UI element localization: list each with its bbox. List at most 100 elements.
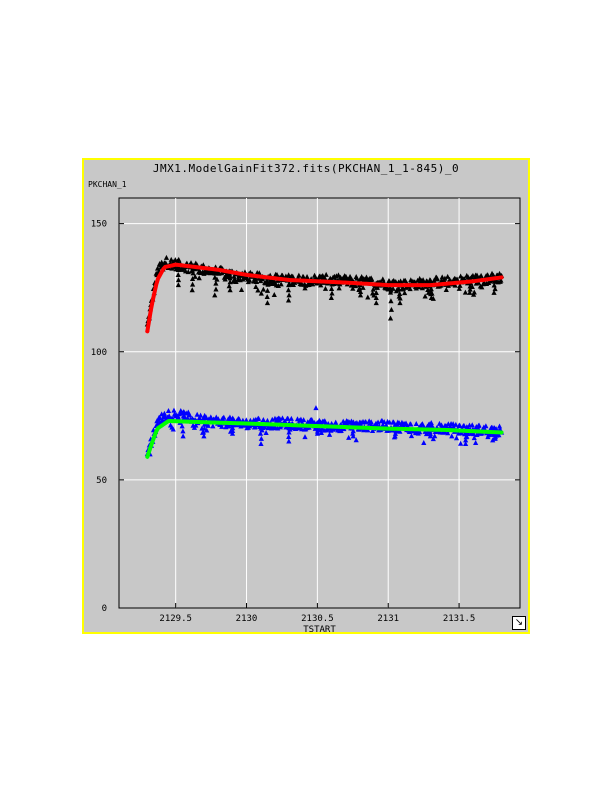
data-point [175, 282, 181, 288]
fit-point [148, 444, 153, 449]
data-point [350, 428, 356, 434]
fit-line [145, 262, 504, 334]
data-point [227, 271, 233, 277]
data-point [370, 286, 376, 292]
data-point [390, 285, 396, 291]
data-point [491, 289, 497, 295]
data-point [353, 437, 359, 443]
data-point [421, 440, 427, 446]
data-point [322, 418, 328, 424]
data-point [236, 417, 243, 423]
data-point [496, 423, 503, 429]
data-point [333, 419, 339, 425]
data-point [467, 289, 473, 295]
data-point [192, 273, 198, 279]
data-point [263, 429, 269, 435]
data-point [387, 315, 394, 321]
data-point [428, 419, 434, 425]
plot-window: 2129.5 2130 2130.5 2131 2131.5 0 50 100 150 TSTAR… [82, 158, 530, 634]
data-point [243, 417, 249, 423]
data-point [458, 273, 464, 279]
data-point [419, 285, 426, 291]
fit-point [149, 441, 154, 446]
data-point [322, 275, 328, 281]
data-point [496, 432, 502, 438]
data-point [467, 283, 473, 289]
data-point [201, 433, 207, 439]
y-tick-label: 0 [102, 604, 107, 614]
data-point [432, 433, 438, 439]
data-point [381, 419, 387, 425]
data-point [171, 407, 177, 413]
data-point [413, 420, 419, 426]
data-point [175, 272, 181, 278]
data-point [422, 293, 428, 299]
data-point [387, 419, 393, 425]
fit-line [145, 418, 504, 459]
data-point [285, 287, 292, 293]
data-point [479, 284, 485, 290]
data-point [434, 276, 441, 282]
data-point [470, 431, 477, 437]
data-point [185, 415, 191, 421]
data-point [179, 423, 185, 429]
data-point [456, 285, 462, 291]
data-point [212, 292, 218, 298]
data-point [318, 282, 324, 288]
data-point [442, 275, 448, 281]
data-point [407, 286, 413, 292]
fit-point [148, 308, 153, 313]
data-point [264, 287, 271, 293]
data-point [189, 275, 196, 281]
data-point [457, 282, 463, 288]
data-point [458, 440, 464, 446]
data-point [443, 286, 449, 292]
data-point [286, 424, 292, 430]
data-point [356, 285, 363, 291]
data-point [286, 282, 292, 288]
data-point [428, 294, 434, 300]
fit-point [147, 447, 152, 452]
data-point [427, 429, 433, 435]
data-point [258, 441, 264, 446]
data-point [161, 410, 168, 416]
data-point [462, 289, 469, 295]
y-tick-label: 100 [91, 348, 107, 358]
data-point [388, 298, 394, 304]
data-point [258, 290, 264, 296]
data-point [190, 270, 196, 276]
data-point [490, 437, 496, 443]
data-point [388, 306, 395, 312]
data-point [180, 428, 186, 434]
data-point [368, 419, 374, 425]
resize-diagonal-icon[interactable]: ↘ [512, 616, 526, 630]
data-point [188, 260, 194, 266]
data-point [175, 266, 181, 272]
data-point [219, 270, 225, 276]
data-point [393, 428, 399, 434]
data-point [476, 422, 482, 428]
data-point [408, 421, 414, 427]
data-point [371, 292, 377, 298]
axes: 2129.5 2130 2130.5 2131 2131.5 0 50 100 150 TSTAR… [91, 220, 520, 632]
data-point [227, 279, 233, 285]
data-point [428, 291, 434, 297]
fit-point [151, 297, 156, 302]
data-point [397, 428, 403, 434]
data-point [169, 265, 175, 271]
data-point [231, 273, 237, 279]
data-point [213, 286, 219, 292]
x-tick-label: 2131.5 [443, 614, 476, 624]
x-axis-label: TSTART [303, 625, 336, 632]
data-point [492, 435, 498, 441]
data-point [255, 415, 262, 421]
data-point [229, 430, 236, 436]
data-point [275, 282, 281, 288]
data-point [392, 430, 399, 436]
data-point [163, 254, 170, 260]
data-point [201, 425, 207, 431]
data-point [210, 423, 216, 429]
data-point [265, 281, 271, 287]
data-point [222, 276, 228, 282]
data-point [301, 417, 307, 423]
